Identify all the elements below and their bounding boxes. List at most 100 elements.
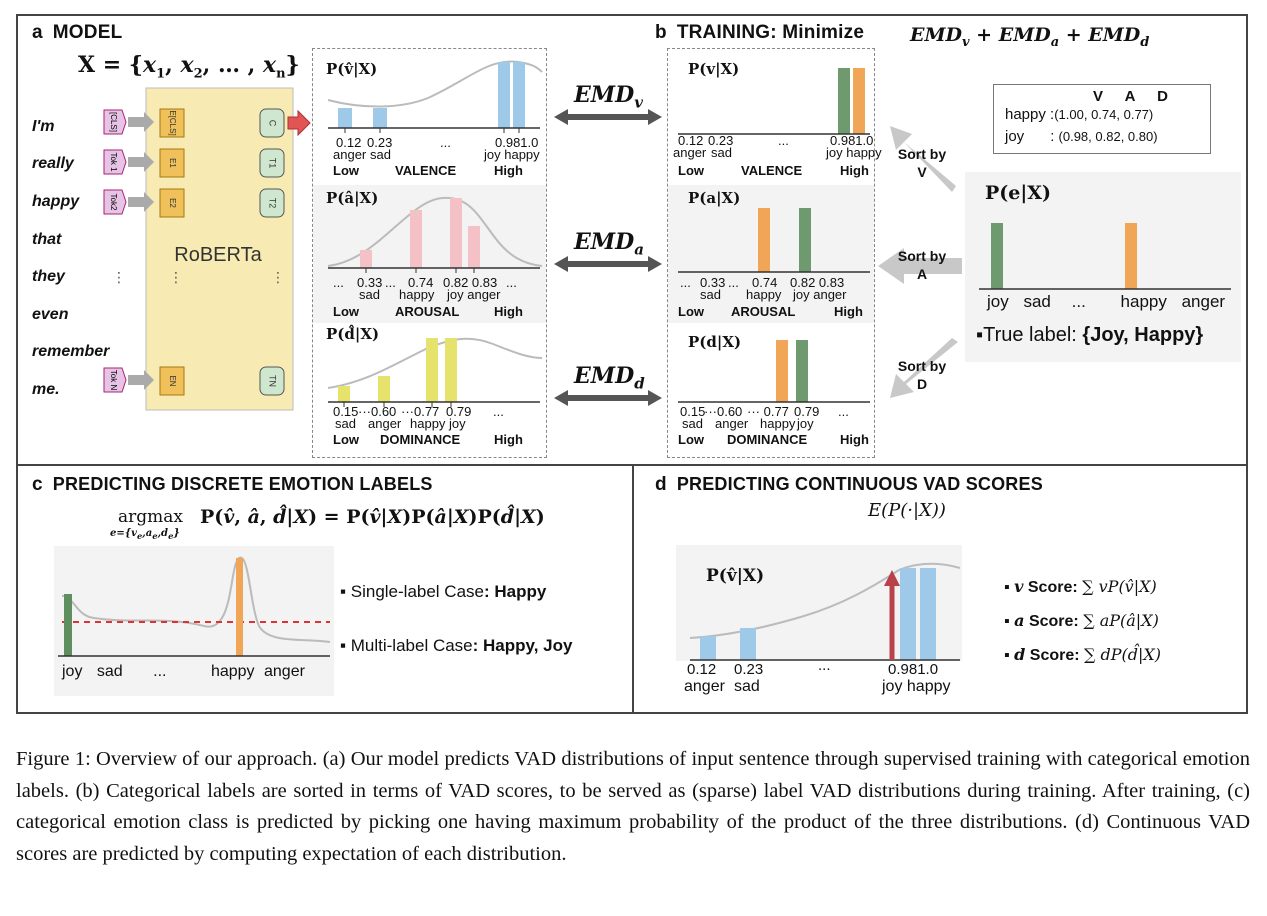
tick-value: ··· 0.77: [747, 404, 789, 419]
exp-tick-label: anger: [684, 678, 725, 695]
axis-high: High: [840, 163, 869, 178]
token-cls: [CLS]: [103, 109, 127, 135]
v-score: ▪ v Score: ∑ vP(v̂|X): [1004, 577, 1157, 596]
tick-label: sad: [711, 145, 732, 160]
tick-value: 0.82 0.83: [790, 275, 845, 290]
embedding-cls: [159, 108, 185, 138]
section-c-title: c PREDICTING DISCRETE EMOTION LABELS: [32, 474, 433, 495]
input-word: they: [32, 268, 65, 285]
roberta-box: [145, 87, 294, 411]
dist-label: P(a|X): [688, 189, 741, 207]
expectation-formula: E(P(·|X)): [868, 500, 946, 521]
tick-value: 0.79: [794, 404, 820, 419]
tick-value: ···0.77: [401, 404, 440, 419]
output-c: [259, 108, 285, 138]
token-2: Tok2: [103, 189, 127, 215]
token-n: Tok N: [103, 367, 127, 393]
input-word: really: [32, 155, 74, 172]
tick-label: sad: [370, 147, 391, 162]
training-objective: EMDv + EMDa + EMDd: [910, 24, 1150, 50]
score-list: ▪ v Score: ∑ vP(v̂|X) ▪ a Score: ∑ aP(â|…: [1004, 570, 1161, 672]
product-formula: P(v̂, â, d̂|X) = P(v̂|X)P(â|X)P(d̂|X): [200, 506, 545, 528]
output-tn: [259, 366, 285, 396]
tick-label: anger: [715, 416, 749, 431]
tick-ellipsis: ...: [440, 135, 451, 150]
vad-row-joy: joy: (0.98, 0.82, 0.80): [1005, 128, 1158, 145]
tick-value: 0.12: [678, 133, 704, 148]
tick-ellipsis: ...: [680, 275, 691, 290]
dist-label: P(v|X): [688, 60, 740, 78]
svg-text:E[CLS]: E[CLS]: [168, 110, 177, 135]
tick-ellipsis: ...: [493, 404, 504, 419]
axis-name: DOMINANCE: [380, 432, 461, 447]
svg-text:[CLS]: [CLS]: [109, 112, 118, 132]
axis-low: Low: [333, 163, 359, 178]
exp-tick: ...: [818, 657, 831, 674]
svg-text:⋮: ⋮: [112, 269, 126, 285]
tick-value: 0.23: [708, 133, 734, 148]
figure-caption: Figure 1: Overview of our approach. (a) …: [16, 748, 1250, 865]
output-t1: [259, 148, 285, 178]
vad-row-happy: happy :(1.00, 0.74, 0.77): [1005, 106, 1154, 123]
svg-text:E1: E1: [168, 158, 177, 168]
tick-label: happy: [760, 416, 796, 431]
tick-ellipsis: ...: [838, 404, 849, 419]
axis-low: Low: [333, 304, 359, 319]
tick-label: joy: [797, 416, 814, 431]
exp-tick-label: sad: [734, 678, 760, 695]
tick-label: happy: [410, 416, 446, 431]
tick-label: anger: [368, 416, 402, 431]
input-word: that: [32, 231, 62, 248]
tick-value: 0.33: [357, 275, 383, 290]
svg-text:T2: T2: [268, 198, 278, 209]
embedding-n: [159, 366, 185, 396]
axis-name: VALENCE: [741, 163, 803, 178]
tick-ellipsis: ...: [385, 275, 396, 290]
expectation-chart: [689, 562, 961, 661]
argmax-chart: [58, 556, 331, 657]
a-score: ▪ a Score: ∑ aP(â|X): [1004, 611, 1159, 630]
cls-output-arrow: [287, 109, 311, 137]
input-word: even: [32, 306, 69, 323]
axis-high: High: [494, 304, 523, 319]
input-word: me.: [32, 381, 60, 398]
valence-target-chart: [678, 68, 870, 135]
dist-label: P(d|X): [688, 333, 742, 351]
input-word: happy: [32, 193, 80, 210]
svg-text:TN: TN: [268, 375, 278, 387]
axis-name: VALENCE: [395, 163, 457, 178]
multi-label-case: ▪ Multi-label Case: Happy, Joy: [340, 636, 573, 655]
tick-label: joy: [449, 416, 466, 431]
output-t2: [259, 188, 285, 218]
divider-vertical: [632, 465, 634, 714]
tick-ellipsis: ...: [778, 133, 789, 148]
axis-low: Low: [678, 432, 704, 447]
tick-label: joy anger: [447, 287, 501, 302]
tick-value: 0.15: [680, 404, 706, 419]
arousal-target-chart: [678, 208, 870, 273]
svg-text:C: C: [268, 120, 278, 127]
exp-tick-label: joy happy: [882, 678, 951, 695]
tick-label: anger: [673, 145, 707, 160]
emd-a-label: EMDa: [574, 229, 644, 259]
axis-low: Low: [678, 304, 704, 319]
argmax-sub: e={ve,ae,de}: [110, 528, 180, 541]
emotion-chart: [979, 223, 1231, 290]
arousal-pred-chart: [327, 196, 543, 273]
arousal-bg: [313, 185, 546, 323]
axis-name: AROUSAL: [731, 304, 796, 319]
embedding-1: [159, 148, 185, 178]
tick-value: 0.23: [367, 135, 393, 150]
tick-label: happy: [746, 287, 782, 302]
emd-v-label: EMDv: [574, 82, 643, 112]
tick-label: joy happy: [826, 145, 882, 160]
embedding-2: [159, 188, 185, 218]
tick-value: 0.981.0: [830, 133, 874, 148]
svg-text:Tok N: Tok N: [109, 370, 118, 391]
tick-value: 0.12: [336, 135, 362, 150]
sort-arrows: [878, 126, 962, 398]
tick-value: 0.82 0.83: [443, 275, 498, 290]
axis-high: High: [840, 432, 869, 447]
valence-pred-chart: [327, 60, 543, 133]
tick-ellipsis: ...: [728, 275, 739, 290]
